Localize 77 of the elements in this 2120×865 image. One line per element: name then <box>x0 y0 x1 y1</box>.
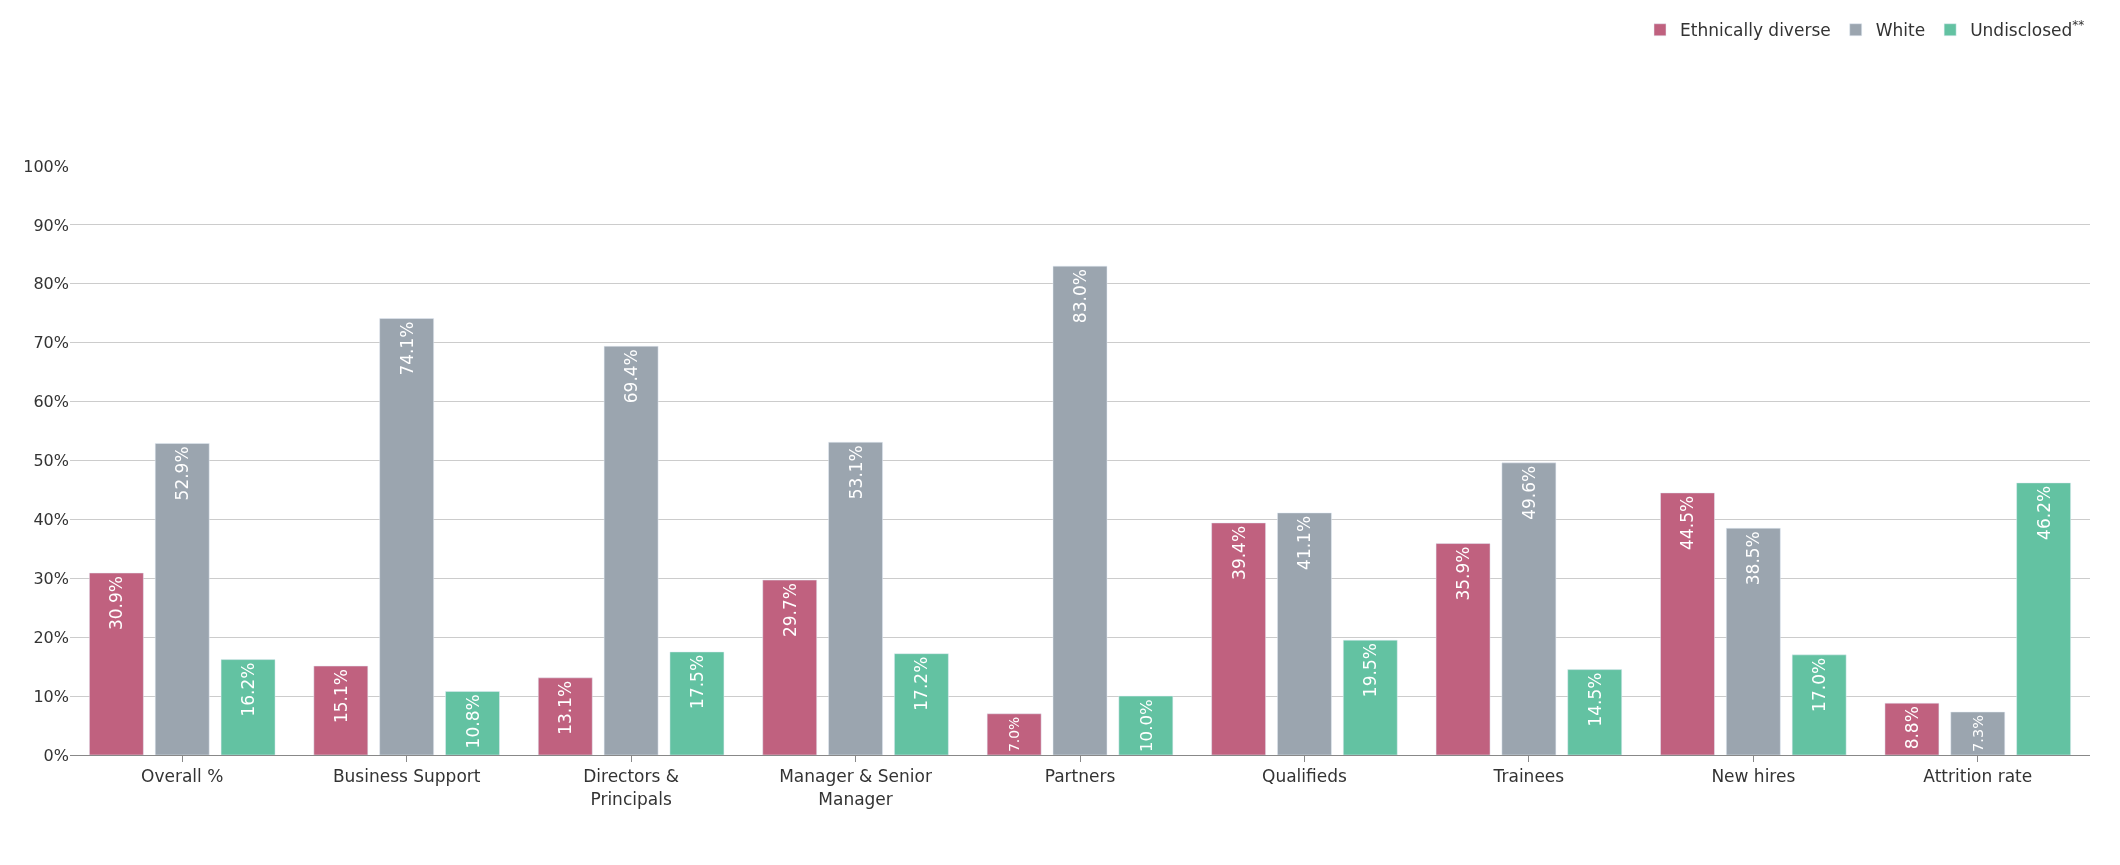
bar <box>1950 711 2006 755</box>
y-tick-label: 70% <box>33 333 69 353</box>
data-label: 49.6% <box>1518 465 1539 520</box>
data-label: 17.5% <box>686 654 707 709</box>
data-label: 14.5% <box>1584 672 1605 727</box>
bar <box>89 572 144 755</box>
bar <box>2016 482 2071 755</box>
y-tick-label: 0% <box>43 745 69 765</box>
data-label: 10.8% <box>462 694 483 749</box>
bar <box>1343 639 1398 755</box>
bar <box>894 653 949 755</box>
bar <box>538 677 593 755</box>
bar <box>445 691 500 755</box>
data-label: 7.0% <box>1006 716 1023 752</box>
data-label: 13.1% <box>555 680 576 735</box>
bar <box>313 665 369 755</box>
data-label: 53.1% <box>845 445 866 500</box>
bar <box>154 443 210 755</box>
bar <box>1791 654 1847 755</box>
bar <box>1726 527 1781 755</box>
legend-label: White <box>1875 20 1926 41</box>
y-tick-label: 30% <box>33 568 69 588</box>
y-tick-label: 40% <box>33 510 69 529</box>
bar <box>1277 512 1332 755</box>
x-tick-label: Attrition rate <box>1923 766 2033 787</box>
data-label: 46.2% <box>2033 485 2054 540</box>
bar <box>1501 462 1557 755</box>
legend-label: Undisclosed$^{**}$ <box>1970 18 2085 41</box>
x-tick-label: Trainees <box>1492 766 1565 787</box>
data-label: 15.1% <box>330 669 351 724</box>
data-label: 19.5% <box>1360 643 1381 698</box>
data-label: 39.4% <box>1228 525 1249 580</box>
data-label: 52.9% <box>172 446 193 501</box>
bar <box>762 579 817 755</box>
data-label: 83.0% <box>1070 269 1090 324</box>
bar <box>1435 543 1491 755</box>
data-label: 74.1% <box>396 321 417 376</box>
y-tick-label: 80% <box>33 274 69 294</box>
data-label: 44.5% <box>1677 495 1698 550</box>
bar <box>828 441 883 755</box>
x-tick-label: Overall % <box>141 766 224 787</box>
bar <box>220 659 276 755</box>
x-tick-label: Partners <box>1044 766 1116 787</box>
bar <box>1660 492 1715 755</box>
bar <box>379 318 434 755</box>
data-label: 8.8% <box>1901 706 1922 750</box>
y-tick-label: 50% <box>33 451 69 471</box>
bar <box>1567 669 1622 755</box>
x-tick-label: New hires <box>1711 766 1796 787</box>
data-label: 7.3% <box>1968 714 1986 752</box>
x-tick-label: Business Support <box>332 766 481 787</box>
y-tick-label: 20% <box>33 627 69 647</box>
bar <box>603 345 659 755</box>
data-label: 30.9% <box>106 576 127 631</box>
data-label: 29.7% <box>779 583 800 638</box>
bar <box>1884 702 1940 755</box>
bar <box>669 651 725 755</box>
bar <box>986 713 1042 755</box>
y-tick-label: 10% <box>33 686 69 706</box>
legend-label: Ethnically diverse <box>1680 20 1831 41</box>
data-label: 17.0% <box>1809 657 1830 712</box>
bar <box>1052 265 1108 755</box>
bar <box>1118 695 1174 755</box>
x-tick-label: Manager & Senior Manager <box>779 766 932 809</box>
data-label: 41.1% <box>1294 515 1315 570</box>
data-label: 69.4% <box>621 349 642 404</box>
x-tick-label: Directors & Principals <box>583 766 680 809</box>
bar <box>1211 522 1266 755</box>
y-tick-label: 60% <box>33 392 69 412</box>
data-label: 35.9% <box>1453 546 1474 601</box>
x-tick-label: Qualifieds <box>1262 766 1347 787</box>
y-tick-label: 90% <box>33 215 69 235</box>
data-label: 38.5% <box>1743 531 1764 586</box>
data-label: 16.2% <box>238 662 259 717</box>
data-label: 17.2% <box>911 656 932 711</box>
data-label: 10.0% <box>1136 699 1156 752</box>
y-tick-label: 100% <box>23 156 69 176</box>
